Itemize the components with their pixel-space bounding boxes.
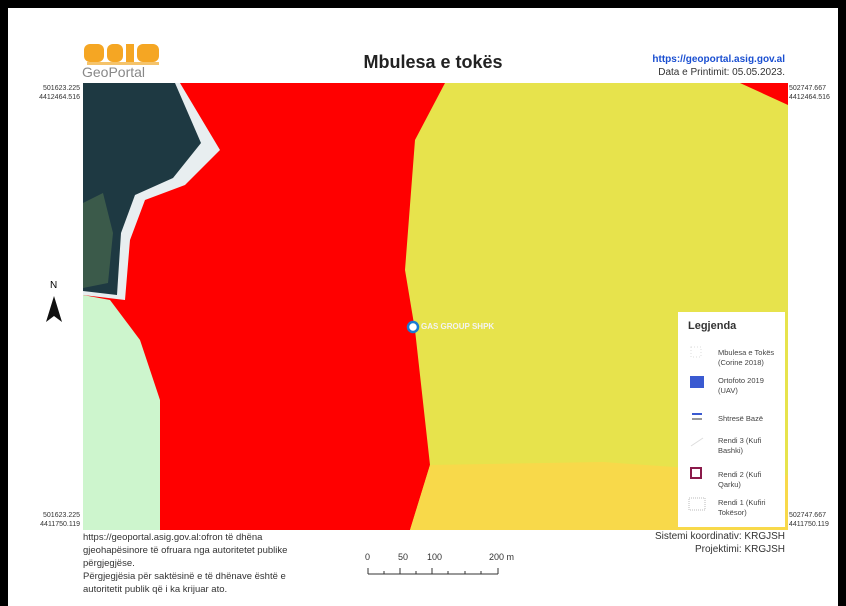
legend-item: Shtresë Bazë (718, 414, 778, 424)
northing: 4412464.516 (789, 93, 839, 102)
legend: Legjenda Mbulesa e Tokës (Corine 2018) O… (678, 312, 785, 527)
legend-item: Rendi 2 (Kufi Qarku) (718, 470, 778, 490)
disclaimer-line: https://geoportal.asig.gov.al:ofron të d… (83, 531, 323, 570)
logo-text: GeoPortal (82, 64, 145, 80)
north-arrow (44, 294, 64, 324)
legend-title: Legjenda (688, 320, 736, 332)
print-frame: GeoPortal Mbulesa e tokës https://geopor… (0, 0, 846, 606)
legend-item: Rendi 3 (Kufi Bashki) (718, 436, 778, 456)
easting: 501623.225 (18, 84, 80, 93)
northing: 4411750.119 (18, 520, 80, 529)
scale-label: 0 (365, 552, 370, 562)
easting: 502747.667 (789, 84, 839, 93)
north-label: N (50, 280, 57, 291)
legend-item: Rendi 1 (Kufiri Tokësor) (718, 498, 778, 518)
disclaimer: https://geoportal.asig.gov.al:ofron të d… (83, 531, 323, 596)
scale-bar (366, 566, 506, 578)
feature-label: GAS GROUP SHPK (421, 322, 494, 331)
scale-label: 50 (398, 552, 408, 562)
legend-item: Ortofoto 2019 (UAV) (718, 376, 778, 396)
map-title: Mbulesa e tokës (308, 52, 558, 73)
legend-item: Mbulesa e Tokës (Corine 2018) (718, 348, 778, 368)
northing: 4412464.516 (18, 93, 80, 102)
legend-symbols (688, 342, 708, 522)
easting: 501623.225 (18, 511, 80, 520)
scale-label: 200 m (489, 552, 514, 562)
projection: Projektimi: KRGJSH (568, 544, 785, 555)
disclaimer-line: Përgjegjësia për saktësinë e të dhënave … (83, 570, 323, 596)
northing: 4411750.119 (789, 520, 839, 529)
scale-label: 100 (427, 552, 442, 562)
print-date: Data e Printimit: 05.05.2023. (568, 67, 785, 78)
coordinate-system: Sistemi koordinativ: KRGJSH (568, 531, 785, 542)
portal-url[interactable]: https://geoportal.asig.gov.al (568, 54, 785, 65)
easting: 502747.667 (789, 511, 839, 520)
